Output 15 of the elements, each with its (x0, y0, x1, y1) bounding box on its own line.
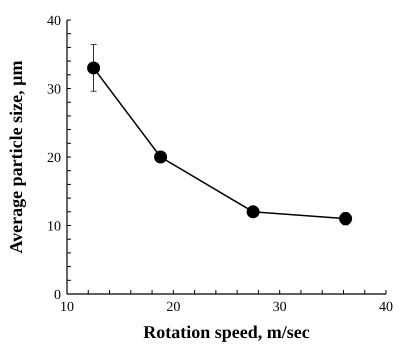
y-tick-label: 0 (54, 288, 61, 303)
point (246, 205, 260, 218)
y-tick-label: 40 (47, 14, 61, 29)
y-tick-label: 30 (47, 82, 61, 98)
x-tick-label: 10 (60, 300, 74, 315)
point (87, 61, 100, 74)
x-tick-label: 30 (272, 300, 287, 315)
x-tick-label: 40 (379, 300, 393, 315)
y-tick-label: 20 (47, 150, 61, 166)
y-tick-label: 10 (47, 219, 61, 234)
y-axis-title: Average particle size, µm (6, 60, 26, 254)
x-tick-label: 20 (166, 300, 180, 315)
x-axis-title: Rotation speed, m/sec (143, 322, 310, 342)
point (154, 150, 168, 164)
point (339, 212, 352, 226)
